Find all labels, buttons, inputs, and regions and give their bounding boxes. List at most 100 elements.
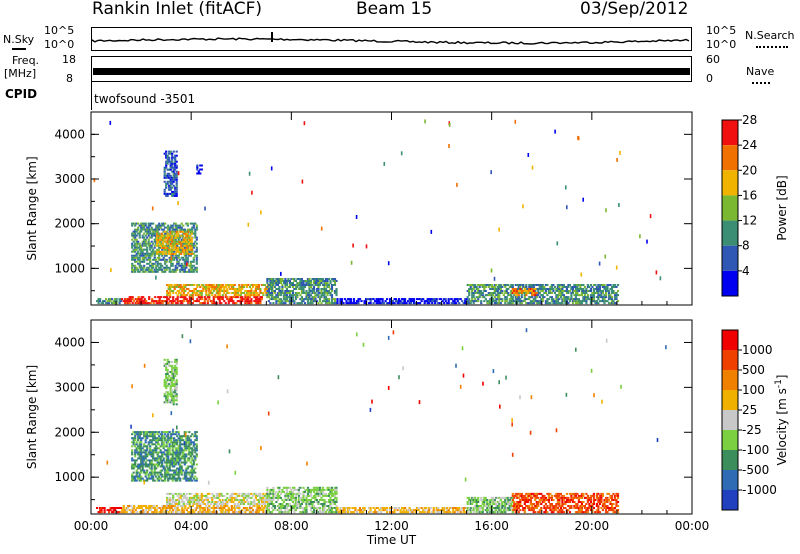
power-y-tick-label: 1000 (54, 261, 85, 275)
velocity-y-axis-label: Slant Range [km] (25, 365, 39, 469)
velocity-colorbar-segment (722, 410, 738, 430)
date-title: 03/Sep/2012 (580, 0, 689, 19)
velocity-y-tick-label: 2000 (54, 425, 85, 439)
power-colorbar-segment (722, 220, 738, 246)
power-y-tick-label: 3000 (54, 172, 85, 186)
velocity-colorbar-segment (722, 430, 738, 450)
power-echo-region (163, 150, 178, 197)
velocity-colorbar-segment (722, 450, 738, 470)
power-colorbar-segment (722, 245, 738, 271)
power-colorbar-tick-label: 12 (742, 214, 757, 228)
nsky-tick-top: 10^5 (44, 24, 75, 37)
nave-label: Nave (746, 65, 775, 78)
velocity-scatter-echoes (106, 328, 667, 485)
power-y-tick-label: 4000 (54, 127, 85, 141)
velocity-colorbar-segment (722, 390, 738, 410)
nave-legend-line (752, 82, 770, 84)
freq-trace (93, 68, 690, 75)
nsky-panel (91, 27, 692, 51)
velocity-colorbar-segment (722, 330, 738, 350)
power-colorbar-tick-label: 8 (742, 239, 750, 253)
power-colorbar-tick-label: 20 (742, 163, 757, 177)
station-title: Rankin Inlet (fitACF) (92, 0, 263, 19)
power-echo-region (196, 164, 203, 175)
velocity-colorbar-tick-label: -100 (742, 443, 769, 457)
freq-unit: [MHz] (4, 67, 37, 80)
power-echo-region (121, 296, 263, 305)
velocity-x-tick-label: 16:00 (474, 519, 509, 533)
beam-title: Beam 15 (356, 0, 433, 19)
velocity-colorbar-tick-label: 100 (742, 383, 765, 397)
power-scatter-echoes (93, 119, 662, 281)
nsky-legend-line (12, 48, 26, 50)
power-colorbar-segment (722, 270, 738, 296)
velocity-colorbar-segment (722, 370, 738, 390)
velocity-echo-region (163, 358, 178, 406)
velocity-colorbar-segment (722, 490, 738, 510)
nsearch-legend-line (756, 46, 788, 48)
power-colorbar-tick-label: 4 (742, 264, 750, 278)
nsearch-tick-top: 10^5 (706, 24, 737, 37)
velocity-chart: 1000 2000 3000 4000 00:00 04:00 08:00 12:00 16:0… (25, 319, 789, 547)
power-echo-region (336, 298, 468, 305)
nave-tick-bottom: 0 (706, 72, 713, 85)
velocity-colorbar-segment (722, 350, 738, 370)
velocity-colorbar-tick-label: -25 (742, 423, 762, 437)
freq-panel (91, 56, 692, 82)
power-colorbar-tick-label: 16 (742, 188, 757, 202)
cpid-divider (91, 82, 92, 110)
velocity-colorbar-tick-label: -1000 (742, 483, 777, 497)
velocity-colorbar-tick-label: 1000 (742, 343, 773, 357)
nsky-trace (92, 32, 690, 45)
cpid-value: twofsound -3501 (94, 92, 196, 106)
velocity-colorbar-tick-label: 500 (742, 363, 765, 377)
power-y-axis-label: Slant Range [km] (25, 156, 39, 260)
nsearch-tick-bottom: 10^0 (706, 38, 737, 51)
velocity-echo-region (121, 505, 268, 514)
velocity-colorbar-tick-label: -500 (742, 463, 769, 477)
cpid-label: CPID (5, 87, 38, 101)
velocity-colorbar-tick-label: 25 (742, 403, 757, 417)
power-echo-region (511, 288, 538, 297)
power-colorbar-segment (722, 120, 738, 146)
nave-tick-top: 60 (706, 53, 720, 66)
velocity-x-tick-label: 00:00 (675, 519, 710, 533)
velocity-x-tick-label: 12:00 (374, 519, 409, 533)
nsky-tick-bottom: 10^0 (44, 38, 75, 51)
velocity-colorbar-frame (721, 329, 739, 511)
freq-tick-bottom: 8 (66, 72, 73, 85)
velocity-plot-frame (90, 319, 693, 515)
velocity-colorbar-label: Velocity [m s-1] (774, 375, 789, 466)
velocity-echo-region (131, 431, 198, 482)
power-colorbar-tick-label: 24 (742, 138, 757, 152)
velocity-x-tick-label: 20:00 (575, 519, 610, 533)
velocity-y-tick-label: 3000 (54, 380, 85, 394)
power-echo-region (96, 298, 123, 305)
nsearch-label: N.Search (745, 29, 795, 42)
power-echo-region (266, 278, 338, 305)
velocity-echo-region (466, 496, 514, 514)
freq-tick-top: 18 (62, 53, 76, 66)
velocity-x-axis-label: Time UT (366, 533, 417, 547)
nsky-label: N.Sky (3, 33, 35, 46)
velocity-y-tick-label: 1000 (54, 470, 85, 484)
velocity-echo-region (96, 507, 123, 514)
velocity-y-tick-label: 4000 (54, 335, 85, 349)
freq-label: Freq. (12, 54, 40, 67)
power-chart: 1000 2000 3000 4000 Slant Range [km] 4 8 12 16 20… (25, 111, 789, 306)
power-colorbar-segment (722, 145, 738, 171)
power-y-tick-label: 2000 (54, 217, 85, 231)
velocity-x-tick-label: 04:00 (174, 519, 209, 533)
power-colorbar-segment (722, 170, 738, 196)
power-colorbar-frame (721, 119, 739, 297)
power-colorbar-tick-label: 28 (742, 113, 757, 127)
velocity-x-tick-label: 00:00 (74, 519, 109, 533)
velocity-colorbar-segment (722, 470, 738, 490)
power-colorbar-label: Power [dB] (775, 175, 789, 240)
power-echo-region (156, 230, 193, 255)
velocity-x-tick-label: 08:00 (274, 519, 309, 533)
velocity-echo-region (266, 486, 338, 514)
power-colorbar-segment (722, 195, 738, 221)
power-plot-frame (90, 111, 693, 306)
